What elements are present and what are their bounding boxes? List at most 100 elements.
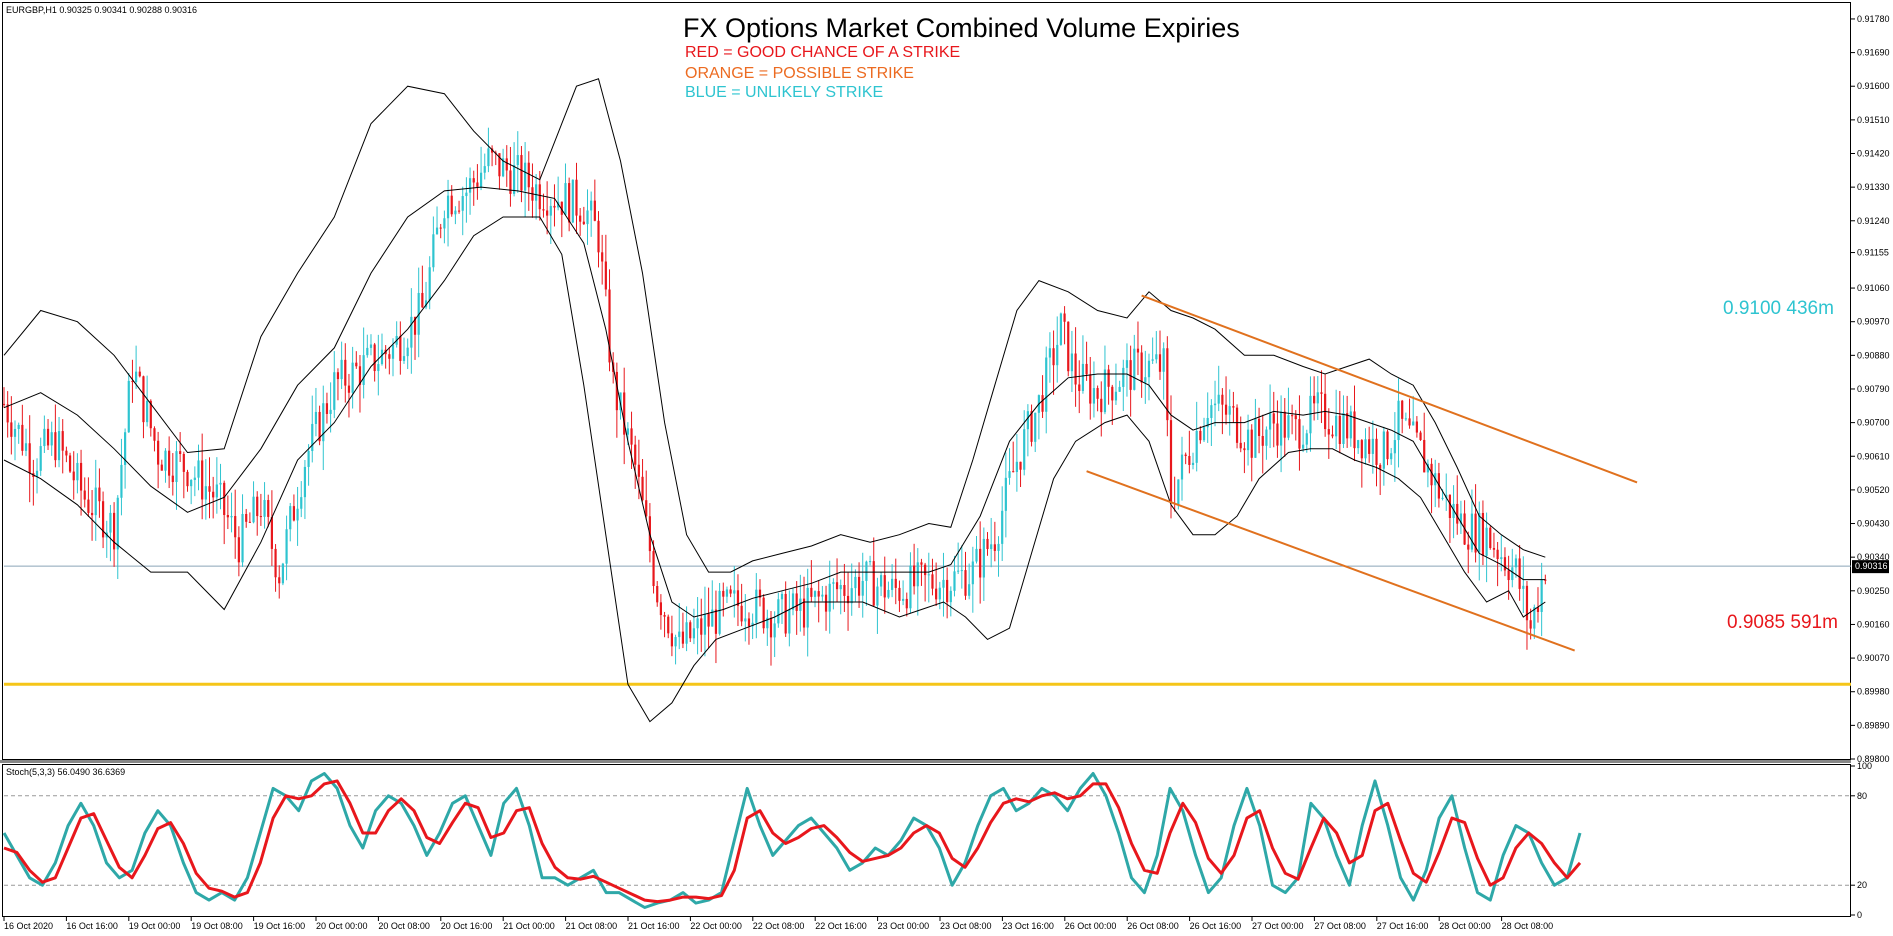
candle-down: [920, 562, 923, 565]
candle-down: [1298, 419, 1301, 449]
bollinger-upper-line: [3, 78, 1546, 573]
candle-up: [215, 484, 218, 498]
candle-up: [377, 364, 380, 372]
candle-down: [1430, 463, 1433, 486]
candle-down: [1313, 395, 1316, 404]
candle-up: [626, 428, 629, 435]
time-tick-label: 23 Oct 08:00: [940, 921, 992, 931]
time-axis[interactable]: 16 Oct 2020 16 Oct 16:00 19 Oct 00:00 19 Oc…: [3, 917, 1553, 931]
candle-up: [1147, 360, 1151, 378]
candle-down: [1166, 348, 1169, 421]
stochastic-axis[interactable]: 100 80 20 0: [1851, 761, 1872, 920]
price-tick-label: 0.90250: [1857, 586, 1890, 596]
candle-up: [1114, 391, 1118, 401]
time-tick-label: 21 Oct 16:00: [628, 921, 680, 931]
candle-down: [1423, 439, 1426, 473]
candle-down: [843, 585, 846, 596]
candle-up: [307, 451, 310, 467]
candle-up: [1302, 444, 1305, 449]
candle-down: [1184, 454, 1187, 457]
candle-down: [1199, 430, 1202, 441]
trend-channel[interactable]: [1086, 294, 1638, 652]
candle-up: [391, 344, 395, 359]
candle-up: [1217, 394, 1220, 404]
channel-lower-line[interactable]: [1086, 470, 1576, 652]
expiry-label-0910: 0.9100 436m: [1723, 298, 1834, 319]
candle-down: [1232, 406, 1235, 408]
candle-up: [193, 477, 196, 480]
candle-down: [1331, 434, 1334, 437]
candle-up: [902, 598, 905, 601]
candle-up: [780, 593, 784, 600]
channel-upper-line[interactable]: [1141, 294, 1638, 484]
candle-down: [1368, 439, 1371, 454]
candle-down: [1353, 411, 1356, 449]
candle-down: [924, 564, 927, 576]
candle-up: [703, 613, 707, 635]
candle-down: [762, 597, 765, 629]
candle-up: [953, 571, 956, 591]
candle-up: [549, 205, 552, 216]
candle-up: [516, 155, 519, 166]
candle-down: [498, 153, 501, 177]
candle-down: [234, 516, 237, 538]
candle-down: [208, 486, 211, 492]
time-tick-label: 26 Oct 08:00: [1127, 921, 1179, 931]
candle-down: [582, 221, 585, 225]
candle-up: [1511, 567, 1514, 581]
candle-down: [1276, 423, 1279, 446]
candle-up: [619, 392, 622, 411]
candle-down: [579, 215, 582, 222]
candle-down: [898, 587, 901, 601]
price-tick-label: 0.90880: [1857, 350, 1890, 360]
candle-up: [1125, 360, 1129, 368]
candle-up: [289, 506, 292, 530]
candle-up: [968, 584, 971, 596]
candle-down: [670, 633, 674, 647]
legend-red: RED = GOOD CHANCE OF A STRIKE: [685, 44, 960, 61]
candle-up: [1393, 440, 1396, 454]
candle-down: [160, 464, 163, 471]
price-tick-label: 0.91600: [1857, 81, 1890, 91]
candle-up: [1151, 359, 1154, 361]
candle-up: [1180, 454, 1184, 480]
candle-up: [465, 192, 468, 197]
candle-down: [700, 618, 703, 635]
candle-up: [938, 587, 941, 600]
candle-down: [336, 372, 340, 380]
candle-up: [468, 178, 472, 193]
price-tick-label: 0.91240: [1857, 216, 1890, 226]
candle-down: [652, 551, 655, 587]
candle-up: [410, 316, 413, 348]
price-tick-label: 0.90520: [1857, 485, 1890, 495]
candle-down: [373, 344, 376, 372]
time-tick-label: 22 Oct 08:00: [753, 921, 805, 931]
candle-up: [1533, 607, 1536, 629]
candle-down: [421, 292, 424, 308]
candle-up: [821, 594, 824, 597]
stoch-tick-label: 80: [1857, 791, 1867, 801]
main-chart-frame: [2, 2, 1851, 760]
candle-up: [868, 561, 872, 563]
candle-down: [729, 589, 732, 594]
candle-down: [267, 500, 270, 517]
candlestick-series: [2, 127, 1547, 666]
candle-down: [318, 411, 321, 442]
candle-down: [659, 602, 662, 616]
candle-down: [68, 455, 72, 472]
candle-down: [1283, 411, 1286, 438]
candle-down: [1224, 404, 1228, 415]
candle-up: [197, 460, 200, 478]
candle-down: [802, 598, 806, 628]
time-tick-label: 26 Oct 00:00: [1065, 921, 1117, 931]
candle-down: [157, 440, 160, 465]
price-tick-label: 0.90790: [1857, 384, 1890, 394]
candle-up: [435, 227, 439, 235]
candle-down: [1327, 429, 1330, 435]
candle-down: [476, 182, 479, 187]
candle-down: [667, 616, 670, 634]
indicator-frame: [2, 764, 1851, 917]
price-axis[interactable]: 0.91780 0.91690 0.91600 0.91510 0.91420 0.913…: [1851, 14, 1890, 764]
candle-up: [1254, 418, 1257, 458]
